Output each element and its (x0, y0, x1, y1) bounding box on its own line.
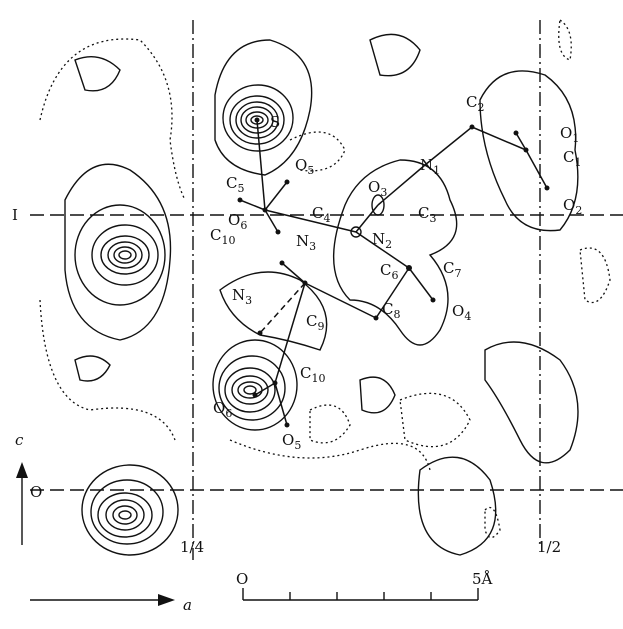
atom-label: C3 (418, 204, 436, 225)
element: S (270, 113, 280, 131)
atom-label: C10 (210, 226, 235, 247)
element: N (372, 230, 385, 248)
column-marker: 1/4 (180, 538, 204, 556)
subscript: 5 (237, 182, 244, 195)
element: O (563, 196, 575, 214)
subscript: 1 (433, 164, 440, 177)
element: O (282, 431, 294, 449)
element: O (213, 399, 225, 417)
atom-label: C8 (382, 300, 400, 321)
axis-label: a (183, 596, 192, 614)
subscript: 1 (572, 132, 579, 145)
element: C (380, 261, 391, 279)
column-marker: 1/2 (537, 538, 561, 556)
atom-label: O2 (563, 196, 582, 217)
subscript: 3 (380, 186, 387, 199)
atom-label: C4 (312, 204, 330, 225)
subscript: 3 (245, 294, 252, 307)
atom-label: O3 (368, 178, 387, 199)
element: N (232, 286, 245, 304)
element: O (368, 178, 380, 196)
element: C (306, 312, 317, 330)
row-marker: I (12, 206, 18, 224)
atom-label: O6 (213, 399, 232, 420)
atom-label: N3 (232, 286, 252, 307)
subscript: 6 (391, 269, 398, 282)
element: O (452, 302, 464, 320)
atom-label: O6 (228, 211, 247, 232)
subscript: 10 (311, 372, 325, 385)
scale-bar: O 5Å (236, 570, 493, 601)
atom-label: C5 (226, 174, 244, 195)
atom-label: C10 (300, 364, 325, 385)
atom-label: C2 (466, 93, 484, 114)
atom-label: N3 (296, 232, 316, 253)
contours (39, 18, 611, 556)
subscript: 7 (454, 267, 461, 280)
subscript: 2 (575, 204, 582, 217)
element: N (296, 232, 309, 250)
element: O (295, 156, 307, 174)
scale-start: O (236, 570, 248, 588)
atom-label: O5 (282, 431, 301, 452)
atom-label: C1 (563, 148, 581, 169)
atom-label: S (270, 113, 280, 131)
row-marker: O (30, 483, 42, 501)
atom-label: N2 (372, 230, 392, 251)
element: O (228, 211, 240, 229)
element: C (226, 174, 237, 192)
subscript: 8 (393, 308, 400, 321)
element: C (466, 93, 477, 111)
element: C (418, 204, 429, 222)
bonds (237, 117, 550, 428)
element: C (563, 148, 574, 166)
subscript: 3 (309, 240, 316, 253)
atom-label: O4 (452, 302, 471, 323)
atom-label: C9 (306, 312, 324, 333)
subscript: 6 (225, 407, 232, 420)
subscript: 4 (464, 310, 471, 323)
element: O (560, 124, 572, 142)
cell-lines (30, 20, 623, 560)
subscript: 5 (307, 164, 314, 177)
element: C (382, 300, 393, 318)
subscript: 6 (240, 219, 247, 232)
subscript: 9 (317, 320, 324, 333)
subscript: 2 (385, 238, 392, 251)
element: C (210, 226, 221, 244)
subscript: 3 (429, 212, 436, 225)
element: C (443, 259, 454, 277)
atom-label: N1 (420, 156, 440, 177)
subscript: 4 (323, 212, 330, 225)
element: C (312, 204, 323, 222)
axis-label: c (15, 431, 24, 449)
subscript: 2 (477, 101, 484, 114)
element: C (300, 364, 311, 382)
axes: c a I O 1/4 1/2 (12, 206, 561, 614)
element: N (420, 156, 433, 174)
scale-end: 5Å (472, 570, 493, 588)
atom-label: O1 (560, 124, 579, 145)
atom-label: C6 (380, 261, 398, 282)
subscript: 10 (221, 234, 235, 247)
atom-label: C7 (443, 259, 461, 280)
subscript: 1 (574, 156, 581, 169)
subscript: 5 (294, 439, 301, 452)
atom-label: O5 (295, 156, 314, 177)
